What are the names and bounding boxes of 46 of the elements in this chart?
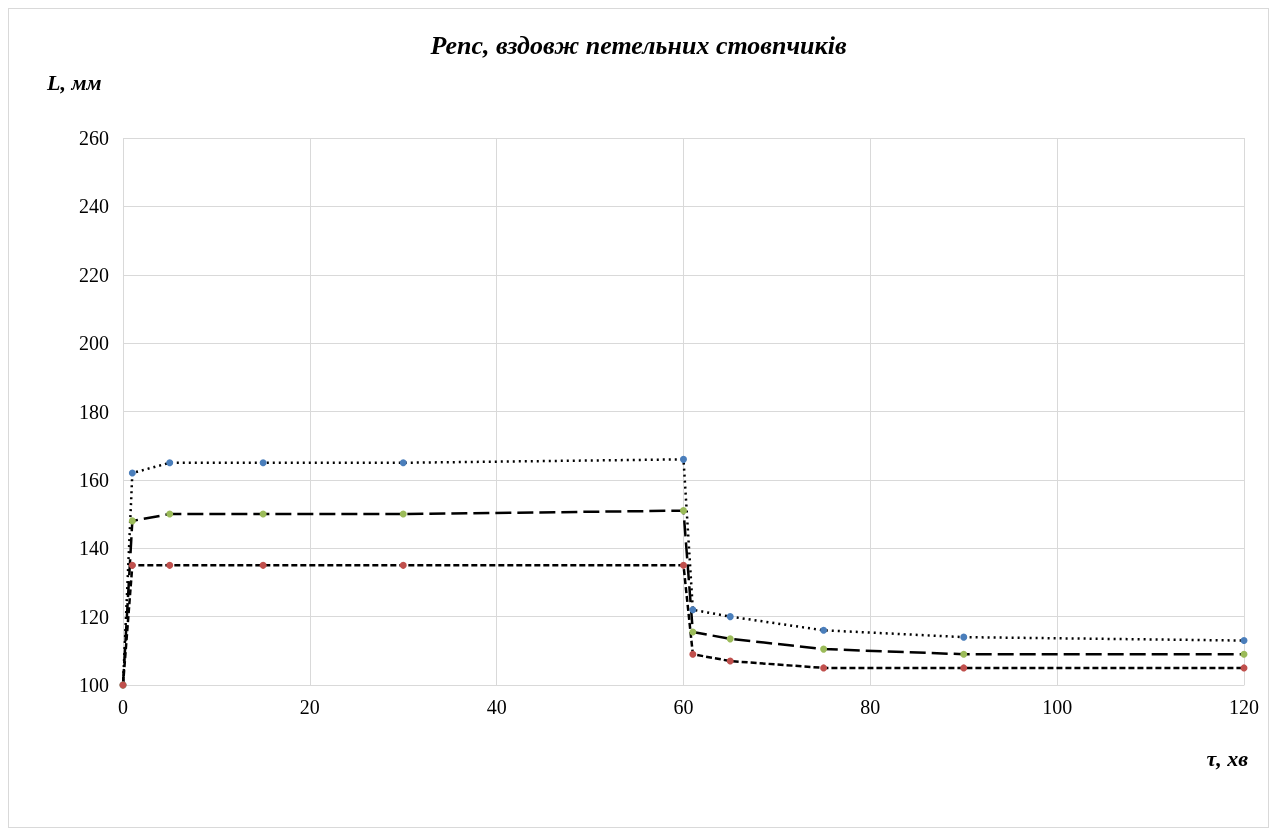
point: [689, 606, 697, 614]
point: [128, 517, 136, 525]
y-axis-title: L, мм: [46, 69, 102, 95]
point: [166, 459, 174, 467]
y-tick-label: 100: [79, 674, 109, 696]
point: [960, 633, 968, 641]
point: [726, 635, 734, 643]
y-tick-label: 220: [79, 263, 109, 286]
point: [680, 561, 687, 569]
point: [399, 561, 407, 569]
y-tick-label: 240: [79, 195, 109, 218]
point: [166, 510, 174, 518]
x-axis-title: τ, хв: [1206, 745, 1249, 771]
point: [680, 507, 687, 515]
x-tick-label: 80: [860, 696, 881, 718]
point: [680, 455, 687, 463]
point: [960, 664, 968, 672]
point: [726, 657, 734, 665]
point: [166, 561, 174, 569]
point: [128, 561, 136, 569]
point: [689, 650, 697, 658]
x-tick-label: 20: [299, 696, 320, 718]
x-tick-label: 0: [118, 696, 128, 718]
y-tick-label: 120: [79, 605, 109, 628]
chart-title: Репс, вздовж петельних стовпчиків: [429, 30, 847, 60]
point: [820, 645, 828, 653]
x-tick-label: 100: [1042, 696, 1073, 718]
point: [259, 459, 267, 467]
point: [820, 626, 828, 634]
y-tick-label: 200: [79, 332, 109, 355]
point: [820, 664, 828, 672]
point: [399, 510, 407, 518]
point: [960, 650, 968, 658]
x-tick-label: 60: [673, 696, 694, 718]
point: [399, 459, 407, 467]
point: [1240, 637, 1248, 645]
x-tick-label: 120: [1229, 696, 1259, 718]
point: [1240, 650, 1248, 658]
x-tick-label: 40: [486, 696, 507, 718]
y-tick-label: 180: [79, 400, 109, 423]
point: [259, 561, 267, 569]
y-tick-label: 260: [79, 127, 109, 149]
point: [128, 469, 136, 477]
y-tick-label: 160: [79, 468, 109, 491]
y-tick-label: 140: [79, 537, 109, 560]
point: [726, 613, 734, 621]
